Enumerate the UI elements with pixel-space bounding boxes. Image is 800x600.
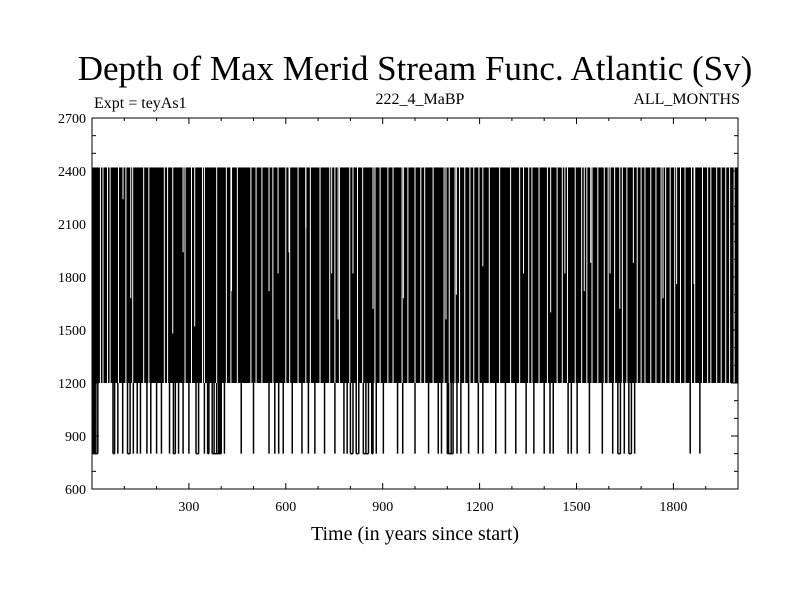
experiment-label: Expt = teyAs1 (94, 95, 187, 112)
x-axis-label: Time (in years since start) (311, 523, 519, 545)
period-label: 222_4_MaBP (376, 91, 465, 108)
y-tick-label: 900 (65, 430, 86, 445)
y-tick-label: 1200 (58, 377, 86, 392)
y-tick-label: 2700 (58, 112, 86, 127)
axis-layer: 300 600 900 1200 1500 1800 600 900 1200 1500 1800 2… (58, 112, 738, 515)
x-tick-label: 900 (372, 500, 393, 515)
series-layer (92, 167, 738, 455)
y-tick-label: 600 (65, 483, 86, 498)
x-tick-label: 300 (178, 500, 199, 515)
plot-frame (91, 117, 739, 490)
y-tick-label: 1500 (58, 324, 86, 339)
y-tick-label: 2100 (58, 218, 86, 233)
y-tick-label: 1800 (58, 271, 86, 286)
y-tick-label: 2400 (58, 165, 86, 180)
x-tick-label: 1800 (659, 500, 687, 515)
x-tick-label: 600 (275, 500, 296, 515)
months-label: ALL_MONTHS (633, 91, 740, 108)
x-tick-label: 1200 (466, 500, 494, 515)
x-tick-label: 1500 (563, 500, 591, 515)
chart-title: Depth of Max Merid Stream Func. Atlantic… (78, 49, 753, 88)
